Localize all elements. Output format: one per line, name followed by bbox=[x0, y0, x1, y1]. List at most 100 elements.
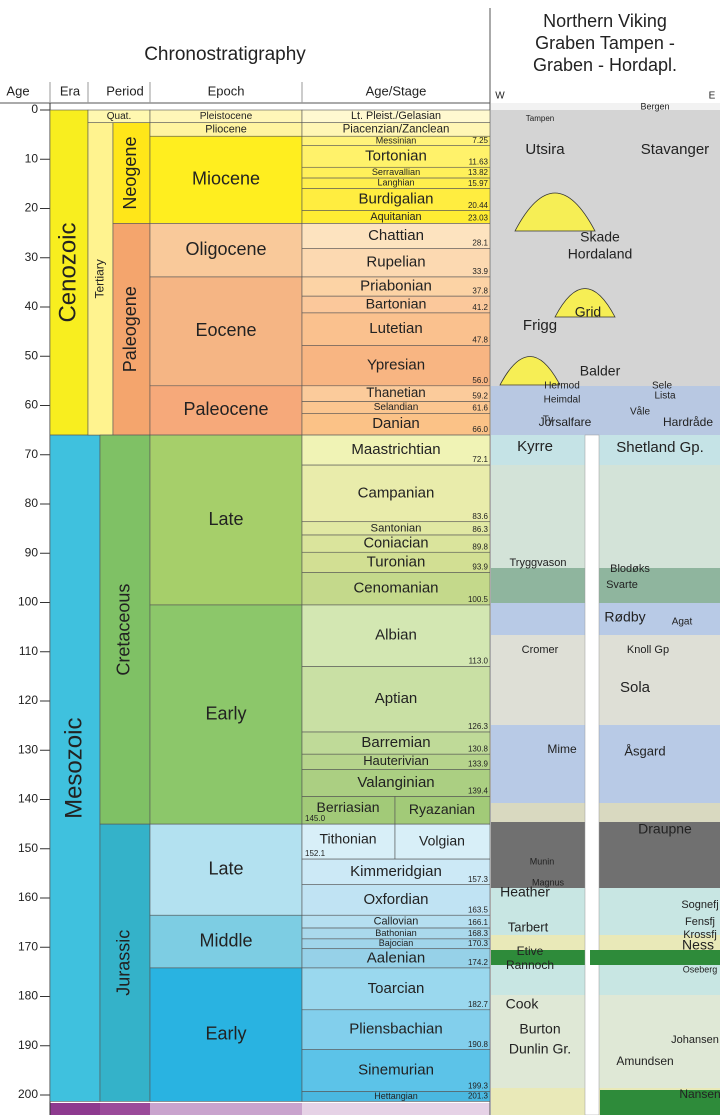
stage-base-label: 130.8 bbox=[468, 744, 489, 753]
age-tick-label: 120 bbox=[18, 693, 38, 707]
epoch-label: Oligocene bbox=[185, 239, 266, 259]
formation-label: Tampen bbox=[526, 114, 554, 123]
stage-label: Toarcian bbox=[368, 980, 425, 997]
period bbox=[112, 122, 151, 224]
formation-label: Svarte bbox=[606, 579, 638, 591]
lithology-band bbox=[491, 465, 720, 568]
lithology-band bbox=[590, 950, 720, 965]
formation-label: Åsgard bbox=[624, 743, 665, 758]
formation-label: Skade bbox=[580, 229, 620, 245]
stage-label: Hettangian bbox=[374, 1091, 418, 1101]
stage-base-label: 20.44 bbox=[468, 201, 489, 210]
stage-base-label: 93.9 bbox=[472, 563, 488, 572]
period bbox=[99, 823, 151, 1102]
epoch-label: Eocene bbox=[195, 320, 256, 340]
stage-label: Aquitanian bbox=[370, 211, 421, 223]
west-label: W bbox=[495, 91, 505, 102]
stage bbox=[301, 769, 491, 797]
stage-base-label: 152.1 bbox=[305, 849, 326, 858]
epoch bbox=[149, 276, 303, 387]
stage bbox=[301, 572, 491, 606]
section-title: Graben Tampen - bbox=[535, 33, 675, 53]
stage-label: Ypresian bbox=[367, 357, 425, 374]
formation-label: Shetland Gp. bbox=[616, 439, 704, 456]
stage-base-label: 182.7 bbox=[468, 1000, 489, 1009]
epoch-label: Late bbox=[208, 858, 243, 878]
period-label: Tertiary bbox=[93, 259, 107, 298]
triassic-period bbox=[100, 1103, 150, 1115]
stage bbox=[301, 666, 491, 733]
age-tick-label: 180 bbox=[18, 989, 38, 1003]
lithology-band bbox=[491, 803, 720, 822]
stage-label: Bathonian bbox=[375, 928, 416, 938]
stage bbox=[301, 248, 491, 278]
age-tick-label: 100 bbox=[18, 595, 38, 609]
epoch bbox=[149, 604, 303, 825]
regional-stage-label: Ryazanian bbox=[409, 801, 475, 817]
column-header: Age/Stage bbox=[366, 83, 427, 98]
stage-base-label: 15.97 bbox=[468, 179, 489, 188]
title: Chronostratigraphy bbox=[144, 44, 306, 65]
lithology-panel bbox=[491, 103, 720, 1115]
stage-label: Aalenian bbox=[367, 949, 425, 966]
stage bbox=[301, 967, 491, 1011]
stage-label: Barremian bbox=[361, 734, 430, 751]
column-header: Age bbox=[6, 83, 29, 98]
age-tick-label: 90 bbox=[25, 545, 39, 559]
stage-base-label: 11.63 bbox=[469, 157, 489, 166]
formation-label: Agat bbox=[672, 617, 693, 628]
triassic-epoch bbox=[150, 1103, 302, 1115]
age-tick-label: 160 bbox=[18, 890, 38, 904]
formation-label: Heimdal bbox=[544, 395, 581, 406]
lithology-band bbox=[491, 635, 720, 725]
stage-base-label: 199.3 bbox=[468, 1082, 489, 1091]
stage-base-label: 201.3 bbox=[468, 1092, 489, 1101]
formation-label: Magnus bbox=[532, 877, 565, 887]
age-tick-label: 200 bbox=[18, 1087, 38, 1101]
stage-base-label: 7.25 bbox=[472, 136, 488, 145]
stage bbox=[301, 823, 396, 860]
lithology-band bbox=[491, 603, 720, 635]
stage-label: Sinemurian bbox=[358, 1062, 434, 1079]
stage-label: Tortonian bbox=[365, 147, 427, 164]
age-tick-label: 40 bbox=[25, 299, 39, 313]
fault-zone bbox=[584, 434, 600, 1115]
age-tick-label: 10 bbox=[25, 151, 39, 165]
formation-label: Johansen bbox=[671, 1034, 719, 1046]
formation-label: Frigg bbox=[523, 317, 557, 334]
section-title: Northern Viking bbox=[543, 11, 667, 31]
stage-label: Cenomanian bbox=[353, 580, 438, 597]
stage-label: Priabonian bbox=[360, 278, 432, 295]
stage-base-label: 66.0 bbox=[472, 425, 488, 434]
epoch-label: Paleocene bbox=[183, 399, 268, 419]
stage-label: Danian bbox=[372, 415, 420, 432]
lithology-band bbox=[600, 1090, 720, 1115]
stage-base-label: 113.0 bbox=[469, 657, 489, 666]
formation-label: Knoll Gp bbox=[627, 644, 669, 656]
formation-label: Tryggvason bbox=[509, 557, 566, 569]
stage-label: Lt. Pleist./Gelasian bbox=[351, 110, 441, 122]
age-tick-label: 130 bbox=[18, 742, 38, 756]
stage-label: Piacenzian/Zanclean bbox=[343, 124, 450, 136]
era-label: Mesozoic bbox=[60, 718, 87, 819]
epoch bbox=[149, 223, 303, 278]
stage-base-label: 59.2 bbox=[472, 392, 488, 401]
formation-label: Utsira bbox=[525, 141, 565, 158]
stage-label: Tithonian bbox=[319, 830, 376, 846]
stage-label: Rupelian bbox=[366, 254, 425, 271]
stage-label: Maastrichtian bbox=[351, 441, 440, 458]
lithology-band bbox=[491, 935, 720, 950]
formation-label: Etive bbox=[517, 944, 544, 958]
stage-base-label: 145.0 bbox=[305, 814, 326, 823]
stage-label: Callovian bbox=[374, 916, 419, 928]
epoch bbox=[149, 135, 303, 224]
age-tick-label: 190 bbox=[18, 1038, 38, 1052]
regional-stage bbox=[394, 796, 491, 825]
stage-label: Selandian bbox=[374, 402, 419, 413]
age-tick-label: 30 bbox=[25, 250, 39, 264]
formation-label: Rannoch bbox=[506, 958, 554, 972]
lithology-band bbox=[491, 822, 720, 888]
formation-label: Ness bbox=[682, 937, 714, 953]
stage-base-label: 28.1 bbox=[472, 239, 488, 248]
